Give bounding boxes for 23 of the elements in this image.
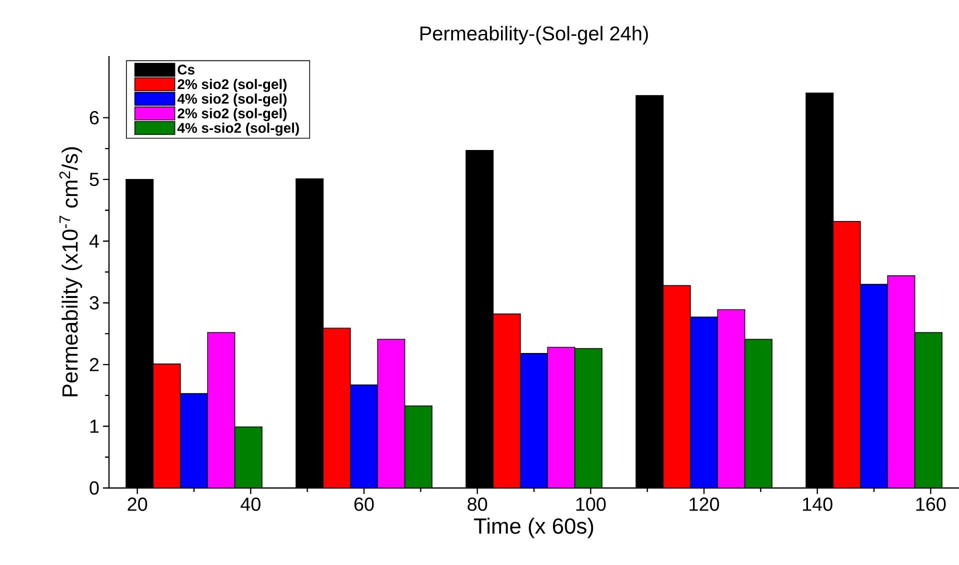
y-tick-label: 4 (89, 234, 99, 248)
y-axis-title: Permeability (x10$^{-7}$ cm$^{2}$/s) (59, 147, 82, 396)
legend-label: Cs (178, 64, 194, 75)
x-tick-label: 160 (916, 498, 946, 511)
x-tick-label: 80 (468, 498, 488, 511)
legend-label: 2% sio2 (sol-gel) (178, 108, 287, 122)
legend-label: 4% sio2 (sol-gel) (177, 93, 287, 107)
y-tick-label: 5 (90, 172, 99, 186)
chart-title: Permeability-(Sol-gel 24h) (420, 26, 648, 44)
x-tick-label: 40 (240, 498, 260, 511)
x-tick-label: 60 (354, 498, 374, 511)
x-tick-label: 120 (690, 498, 720, 511)
legend-label: 2% sio2 (sol-gel) (178, 78, 287, 92)
y-tick-label: 1 (90, 420, 99, 433)
y-tick-label: 3 (90, 296, 99, 310)
legend-label: 4% s-sio2 (sol-gel) (177, 122, 299, 136)
x-tick-label: 100 (576, 498, 606, 511)
x-axis-title: Time (x 60s) (474, 518, 594, 538)
y-tick-label: 6 (90, 111, 99, 124)
x-tick-label: 20 (128, 498, 148, 511)
y-tick-label: 2 (90, 358, 99, 372)
x-tick-label: 140 (802, 498, 832, 511)
y-tick-label: 0 (90, 481, 99, 495)
